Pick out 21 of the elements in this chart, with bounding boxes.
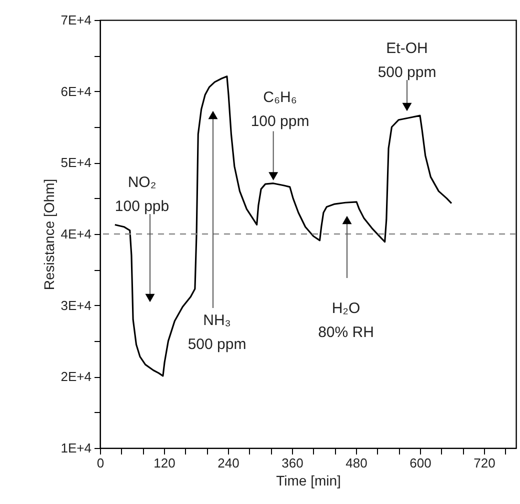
x-tick-label: 600 <box>410 456 432 470</box>
y-tick-label: 6E+4 <box>60 84 92 99</box>
annotation: Et-OH 500 ppm <box>378 40 436 81</box>
annotation: NO₂ 100 ppb <box>114 174 170 215</box>
y-tick-label: 3E+4 <box>60 298 92 313</box>
x-tick-label: 480 <box>346 456 368 470</box>
y-tick-label: 2E+4 <box>60 369 92 384</box>
x-tick-label: 360 <box>282 456 304 470</box>
y-tick-label: 7E+4 <box>60 12 92 28</box>
y-tick-label: 4E+4 <box>60 226 92 242</box>
annotation: C₆H₆ 100 ppm <box>250 89 310 130</box>
y-tick-label: 5E+4 <box>60 155 92 170</box>
x-tick-label: 240 <box>218 456 240 470</box>
annotation: H₂O 80% RH <box>318 300 374 341</box>
x-tick-label: 120 <box>154 456 176 470</box>
y-axis-title: Resistance [Ohm] <box>40 178 57 290</box>
x-tick-label: 0 <box>96 456 104 470</box>
annotation: NH₃ 500 ppm <box>188 312 246 353</box>
x-tick-label: 720 <box>474 456 496 470</box>
y-tick-label: 1E+4 <box>60 440 92 456</box>
x-axis-title: Time [min] <box>276 472 341 488</box>
